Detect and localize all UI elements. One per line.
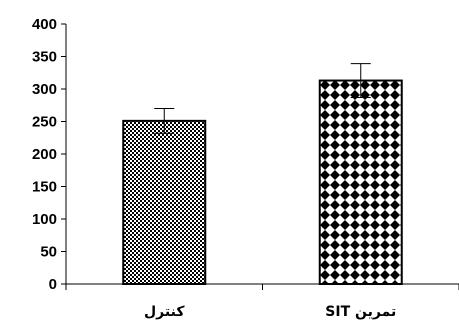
- category-labels: کنترل تمرین SIT: [144, 304, 396, 320]
- y-tick-label: 400: [32, 16, 57, 33]
- y-tick-label: 200: [32, 146, 57, 163]
- y-tick-label: 350: [32, 49, 57, 66]
- bar: [122, 119, 207, 285]
- bars: [122, 63, 403, 285]
- y-tick-label: 300: [32, 81, 57, 98]
- y-tick-label: 250: [32, 114, 57, 131]
- category-label: کنترل: [144, 304, 185, 320]
- y-axis: 0 50 100 150 200 250 300 350 400: [32, 16, 67, 293]
- y-tick-label: 0: [49, 276, 57, 293]
- bar: [318, 79, 403, 285]
- category-label: تمرین SIT: [325, 304, 396, 320]
- y-tick-label: 50: [40, 244, 57, 261]
- y-tick-label: 100: [32, 211, 57, 228]
- y-tick-label: 150: [32, 179, 57, 196]
